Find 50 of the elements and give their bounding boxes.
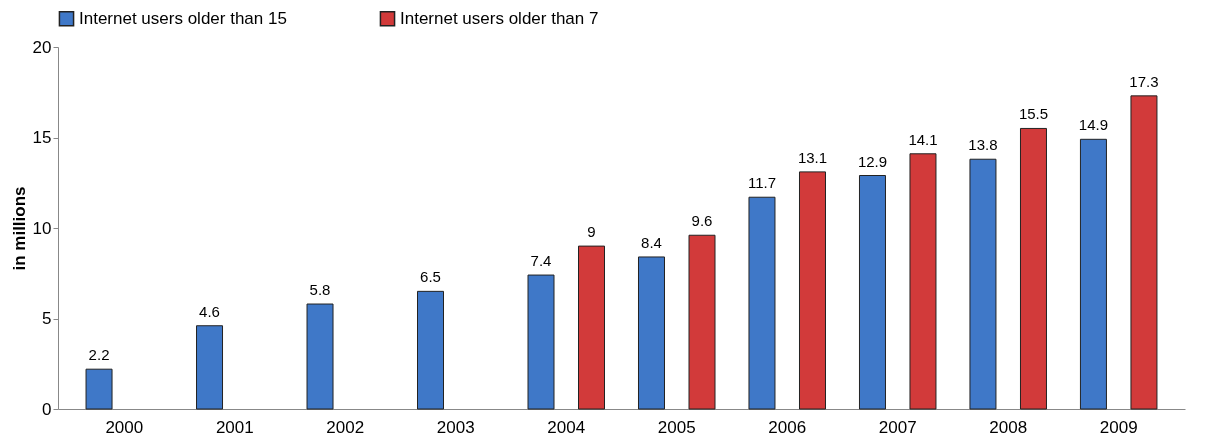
data-label: 4.6 <box>199 302 220 320</box>
data-label: 13.1 <box>797 148 828 166</box>
x-tick-label: 2003 <box>436 417 475 437</box>
data-label: 14.1 <box>908 130 938 148</box>
data-label: 7.4 <box>530 252 552 270</box>
x-tick-label: 2006 <box>768 417 807 437</box>
data-label: 14.9 <box>1078 116 1109 134</box>
x-tick-label: 2005 <box>657 417 696 437</box>
bar <box>688 234 716 410</box>
x-tick-label: 2008 <box>989 417 1028 437</box>
x-tick-label: 2000 <box>105 417 144 437</box>
bar <box>196 325 224 410</box>
bar <box>798 171 826 410</box>
bar <box>306 303 334 410</box>
legend-label: Internet users older than 15 <box>79 8 287 28</box>
x-tick-label: 2007 <box>878 417 917 437</box>
y-tick-label: 10 <box>32 218 52 238</box>
legend-label: Internet users older than 7 <box>400 8 599 28</box>
bar <box>637 256 665 410</box>
x-tick-label: 2001 <box>215 417 254 437</box>
y-tick-label: 20 <box>32 37 52 57</box>
data-label: 9.6 <box>691 212 713 230</box>
data-label: 8.4 <box>641 233 662 251</box>
y-tick-label: 5 <box>42 309 52 328</box>
data-label: 12.9 <box>857 152 888 170</box>
data-label: 5.8 <box>309 281 331 299</box>
x-tick-label: 2009 <box>1099 417 1138 437</box>
bar <box>969 158 997 410</box>
bar <box>858 175 886 410</box>
data-label: 15.5 <box>1018 105 1049 123</box>
bar <box>417 290 445 410</box>
data-label: 6.5 <box>420 268 441 286</box>
y-tick-label: 0 <box>42 399 52 419</box>
bar <box>85 368 113 410</box>
bar <box>1019 127 1047 410</box>
y-tick-label: 15 <box>32 128 52 147</box>
bar <box>527 274 555 410</box>
bar <box>909 153 937 410</box>
y-axis-title: in millions <box>9 186 29 271</box>
bar <box>1130 95 1158 410</box>
data-label: 17.3 <box>1129 72 1159 90</box>
data-label: 13.8 <box>968 136 998 154</box>
bar <box>748 196 776 410</box>
x-tick-label: 2004 <box>547 417 586 437</box>
data-label: 2.2 <box>88 346 110 364</box>
bar <box>1079 138 1107 410</box>
data-label: 9 <box>587 223 596 241</box>
x-tick-label: 2002 <box>326 417 365 437</box>
bar <box>578 245 606 410</box>
data-label: 11.7 <box>747 174 777 192</box>
